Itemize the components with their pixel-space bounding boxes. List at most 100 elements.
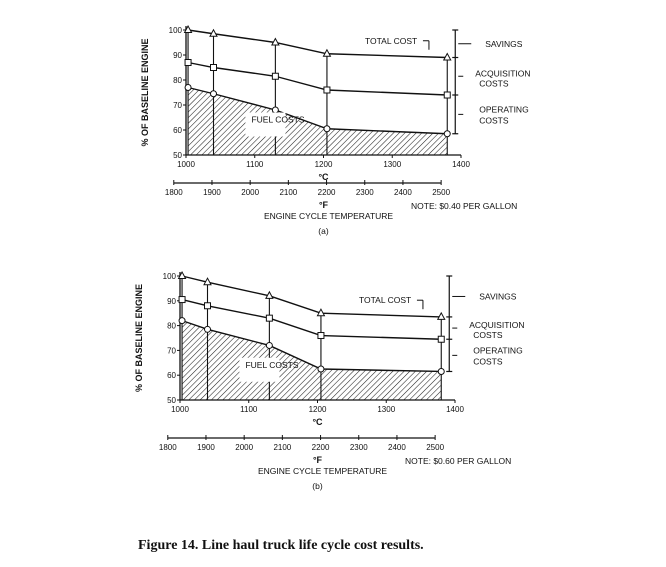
total-cost-point (183, 24, 193, 33)
price-note: NOTE: $0.40 PER GALLON (411, 201, 517, 211)
x-tick-label-celsius: 1000 (177, 160, 195, 169)
y-tick-label: 90 (167, 297, 176, 306)
x-tick-label-celsius: 1100 (246, 160, 264, 169)
y-tick-label: 60 (173, 126, 182, 135)
fuel-cost-label-box (245, 112, 286, 137)
x-tick-label-celsius: 1200 (315, 160, 333, 169)
total-cost-point (322, 48, 332, 57)
panel-label: (a) (318, 226, 329, 236)
acquisition-point (443, 91, 451, 99)
acquisition-line (187, 61, 448, 96)
x-tick-label-fahrenheit: 1800 (159, 443, 177, 452)
acquisition-label: ACQUISITION (475, 68, 530, 78)
total-cost-point (271, 37, 280, 46)
fuel-cost-point (317, 365, 325, 373)
fuel-cost-point (184, 84, 192, 91)
x-tick-label-fahrenheit: 2300 (350, 443, 368, 452)
fuel-cost-point (204, 325, 211, 333)
acquisition-point (323, 86, 331, 94)
x-tick-label-fahrenheit: 2200 (312, 443, 330, 452)
x-tick-label-fahrenheit: 2500 (432, 188, 450, 197)
x-tick-label-fahrenheit: 2000 (241, 188, 259, 197)
x-tick-label-celsius: 1300 (377, 405, 395, 414)
acquisition-point (204, 302, 211, 310)
fuel-cost-point (323, 125, 331, 133)
y-tick-label: 60 (167, 371, 176, 380)
y-tick-label: 90 (173, 51, 182, 60)
x-axis-title: ENGINE CYCLE TEMPERATURE (258, 466, 387, 476)
acquisition-point (184, 59, 192, 66)
x-tick-label-celsius: 1400 (452, 160, 470, 169)
operating-costs-label: COSTS (479, 115, 509, 125)
y-tick-label: 70 (167, 346, 176, 355)
y-axis-label: % OF BASELINE ENGINE (134, 284, 144, 392)
x-tick-label-fahrenheit: 2100 (273, 443, 291, 452)
chart-panel-a: 50 60 70 80 90 100 1000 1100 1200 1300 1400 °C 1800 1… (140, 24, 531, 236)
total-cost-point (316, 308, 326, 317)
x-tick-label-fahrenheit: 2000 (235, 443, 253, 452)
x-axis-unit-fahrenheit: °F (313, 455, 323, 465)
savings-label: SAVINGS (485, 39, 522, 49)
x-tick-label-fahrenheit: 2200 (318, 188, 336, 197)
x-tick-label-fahrenheit: 1900 (203, 188, 221, 197)
total-cost-point (203, 277, 212, 286)
x-tick-label-fahrenheit: 2100 (279, 188, 297, 197)
y-tick-label: 100 (163, 272, 177, 281)
fuel-cost-point (210, 90, 217, 98)
chart-panel-b: 50 60 70 80 90 100 1000 1100 1200 1300 1400 °C 1800 1… (134, 270, 525, 491)
acquisition-costs-label: COSTS (479, 78, 509, 88)
total-cost-point (436, 311, 446, 320)
fuel-cost-point (443, 130, 451, 138)
acquisition-point (210, 64, 217, 71)
fuel-cost-point (265, 341, 273, 349)
fuel-costs-label: FUEL COSTS (251, 115, 304, 125)
total-cost-label: TOTAL COST (359, 295, 411, 305)
x-tick-label-fahrenheit: 1800 (165, 188, 183, 197)
y-axis-label: % OF BASELINE ENGINE (140, 38, 150, 146)
fuel-cost-point (178, 317, 186, 325)
fuel-cost-point (271, 106, 279, 114)
x-axis-title: ENGINE CYCLE TEMPERATURE (264, 211, 393, 221)
acquisition-point (178, 296, 186, 304)
acquisition-point (271, 72, 279, 80)
operating-label: OPERATING (479, 104, 528, 114)
acquisition-costs-label: COSTS (473, 330, 503, 340)
total-cost-point (209, 28, 218, 37)
x-tick-label-celsius: 1100 (240, 405, 258, 414)
y-tick-label: 80 (173, 76, 182, 85)
x-tick-label-fahrenheit: 2400 (394, 188, 412, 197)
x-axis-unit-celsius: °C (318, 172, 329, 182)
y-tick-label: 50 (173, 151, 182, 160)
total-cost-point (442, 52, 452, 61)
fuel-costs-label: FUEL COSTS (245, 360, 298, 370)
price-note: NOTE: $0.60 PER GALLON (405, 456, 511, 466)
x-tick-label-fahrenheit: 2300 (356, 188, 374, 197)
x-tick-label-celsius: 1300 (383, 160, 401, 169)
y-tick-label: 70 (173, 101, 182, 110)
acquisition-label: ACQUISITION (469, 320, 524, 330)
figure-caption: Figure 14. Line haul truck life cycle co… (138, 538, 424, 553)
x-tick-label-celsius: 1200 (309, 405, 327, 414)
y-tick-label: 50 (167, 396, 176, 405)
total-cost-point (265, 290, 274, 299)
operating-costs-label: COSTS (473, 356, 503, 366)
x-axis-unit-fahrenheit: °F (319, 200, 329, 210)
fuel-cost-point (437, 367, 445, 375)
total-cost-label: TOTAL COST (365, 36, 417, 46)
panel-label: (b) (312, 481, 323, 491)
x-tick-label-fahrenheit: 1900 (197, 443, 215, 452)
y-tick-label: 80 (167, 322, 176, 331)
total-cost-point (177, 270, 187, 279)
x-tick-label-fahrenheit: 2500 (426, 443, 444, 452)
savings-label: SAVINGS (479, 291, 516, 301)
acquisition-point (437, 335, 445, 343)
x-tick-label-celsius: 1400 (446, 405, 464, 414)
acquisition-point (265, 314, 273, 322)
acquisition-point (317, 332, 325, 340)
x-tick-label-fahrenheit: 2400 (388, 443, 406, 452)
fuel-cost-label-box (239, 357, 280, 382)
x-axis-unit-celsius: °C (312, 417, 323, 427)
y-tick-label: 100 (169, 26, 183, 35)
operating-label: OPERATING (473, 345, 522, 355)
